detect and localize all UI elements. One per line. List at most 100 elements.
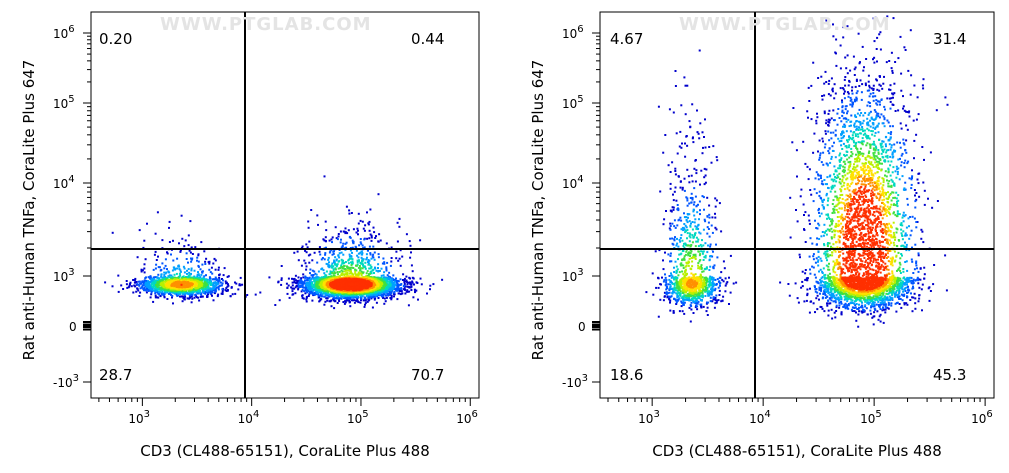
scatter-point — [361, 267, 364, 270]
scatter-point — [305, 298, 308, 301]
scatter-point — [432, 283, 435, 286]
scatter-point — [227, 275, 230, 278]
scatter-point — [207, 290, 210, 293]
scatter-point — [367, 249, 369, 252]
scatter-point — [297, 259, 300, 262]
scatter-point — [296, 285, 299, 287]
scatter-point — [404, 288, 406, 291]
scatter-point — [340, 251, 343, 254]
scatter-point — [309, 288, 312, 291]
scatter-point — [142, 246, 145, 249]
scatter-point — [329, 293, 332, 296]
scatter-point — [343, 274, 346, 277]
scatter-point — [147, 281, 150, 284]
scatter-point — [396, 287, 398, 290]
scatter-point — [369, 267, 372, 270]
scatter-point — [357, 229, 359, 232]
scatter-point — [306, 291, 309, 294]
scatter-point — [176, 288, 179, 291]
scatter-point — [365, 272, 368, 275]
scatter-point — [411, 281, 414, 284]
scatter-point — [310, 285, 313, 288]
scatter-point — [337, 235, 340, 238]
scatter-point — [291, 284, 294, 287]
scatter-point — [221, 289, 224, 292]
scatter-point — [181, 237, 184, 240]
scatter-point — [222, 279, 224, 282]
scatter-point — [168, 271, 171, 274]
scatter-point — [385, 294, 387, 297]
scatter-point — [173, 286, 176, 289]
scatter-point — [220, 292, 223, 295]
scatter-point — [381, 262, 384, 265]
scatter-point — [210, 266, 213, 269]
scatter-point — [411, 276, 414, 279]
scatter-point — [337, 260, 340, 263]
scatter-point — [331, 253, 334, 256]
scatter-point — [386, 290, 389, 292]
scatter-point — [307, 279, 310, 282]
scatter-point — [138, 229, 141, 232]
scatter-point — [331, 236, 334, 239]
scatter-point — [280, 279, 283, 281]
scatter-point — [340, 269, 343, 272]
scatter-point — [363, 296, 366, 299]
scatter-point — [176, 283, 179, 286]
scatter-point — [324, 236, 327, 239]
scatter-point — [150, 278, 153, 281]
scatter-point — [327, 276, 330, 278]
scatter-point — [390, 296, 393, 299]
scatter-point — [212, 299, 215, 302]
scatter-point — [220, 284, 223, 287]
scatter-point — [308, 261, 311, 264]
scatter-point — [396, 221, 399, 224]
scatter-point — [385, 285, 388, 287]
scatter-point — [383, 276, 385, 279]
scatter-point — [297, 287, 300, 290]
scatter-point — [295, 279, 298, 282]
scatter-point — [201, 263, 204, 266]
scatter-point — [212, 286, 215, 289]
scatter-point — [344, 273, 347, 276]
scatter-point — [332, 252, 335, 255]
scatter-point — [204, 291, 207, 294]
scatter-point — [357, 212, 360, 215]
scatter-point — [160, 273, 163, 276]
scatter-point — [312, 285, 315, 288]
scatter-point — [189, 220, 192, 223]
scatter-point — [194, 293, 197, 296]
scatter-point — [388, 281, 391, 284]
scatter-point — [386, 284, 389, 287]
scatter-point — [225, 290, 228, 292]
scatter-point — [135, 290, 138, 293]
scatter-point — [366, 274, 369, 277]
scatter-point — [404, 285, 407, 288]
scatter-point — [296, 280, 299, 283]
scatter-point — [163, 278, 166, 281]
scatter-point — [304, 262, 307, 265]
scatter-point — [300, 290, 303, 293]
scatter-point — [370, 266, 373, 269]
scatter-point — [203, 275, 206, 278]
scatter-point — [161, 290, 164, 293]
scatter-point — [140, 282, 142, 285]
scatter-point — [326, 263, 329, 266]
scatter-point — [214, 285, 217, 288]
scatter-point — [380, 278, 383, 281]
scatter-point — [293, 280, 296, 283]
scatter-point — [310, 209, 313, 211]
scatter-point — [294, 292, 297, 295]
scatter-point — [144, 277, 147, 280]
scatter-point — [308, 285, 311, 288]
scatter-point — [396, 240, 399, 243]
scatter-point — [154, 276, 157, 279]
scatter-point — [300, 282, 303, 285]
scatter-point — [333, 276, 336, 279]
scatter-point — [155, 263, 158, 266]
scatter-point — [324, 253, 327, 256]
scatter-point — [178, 265, 181, 268]
scatter-point — [166, 298, 169, 300]
scatter-point — [161, 262, 164, 265]
scatter-point — [360, 274, 363, 277]
scatter-point — [372, 253, 375, 256]
